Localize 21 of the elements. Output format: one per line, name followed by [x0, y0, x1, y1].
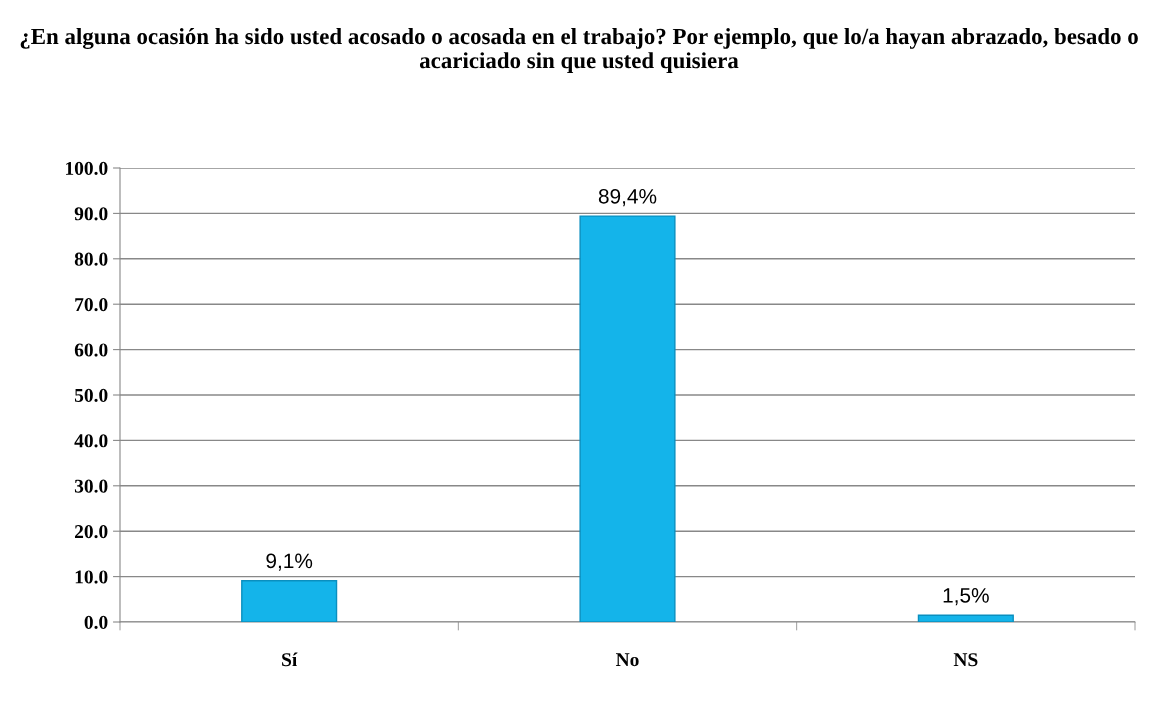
x-tick-label: Sí	[282, 652, 298, 667]
y-tick-label: 50.0	[74, 388, 108, 403]
y-tick-label: 10.0	[75, 570, 108, 584]
data-label: 1,5%	[943, 588, 989, 606]
bar	[241, 579, 338, 622]
y-tick-label: 40.0	[74, 434, 108, 448]
y-tick-label: 60.0	[74, 343, 108, 357]
y-tick-label: 100.0	[66, 161, 108, 176]
y-tick-label: 80.0	[74, 252, 108, 266]
y-tick-label: 20.0	[74, 525, 108, 539]
x-tick-label: No	[615, 653, 639, 667]
y-tick-label: 0.0	[84, 615, 108, 630]
y-tick-label: 70.0	[75, 298, 108, 312]
bar	[917, 614, 1014, 622]
x-tick-label: NS	[953, 653, 978, 667]
y-tick-label: 30.0	[74, 479, 108, 493]
chart-title: ¿En alguna ocasión ha sido usted acosado o acosada en el trabajo? Por ejemplo, que lo/a hayan abrazado, besado o acariciado sin que usted quisiera	[20, 28, 1138, 73]
bar	[579, 215, 676, 622]
data-label: 89,4%	[598, 188, 657, 207]
y-tick-label: 90.0	[74, 207, 108, 221]
data-label: 9,1%	[266, 553, 313, 571]
